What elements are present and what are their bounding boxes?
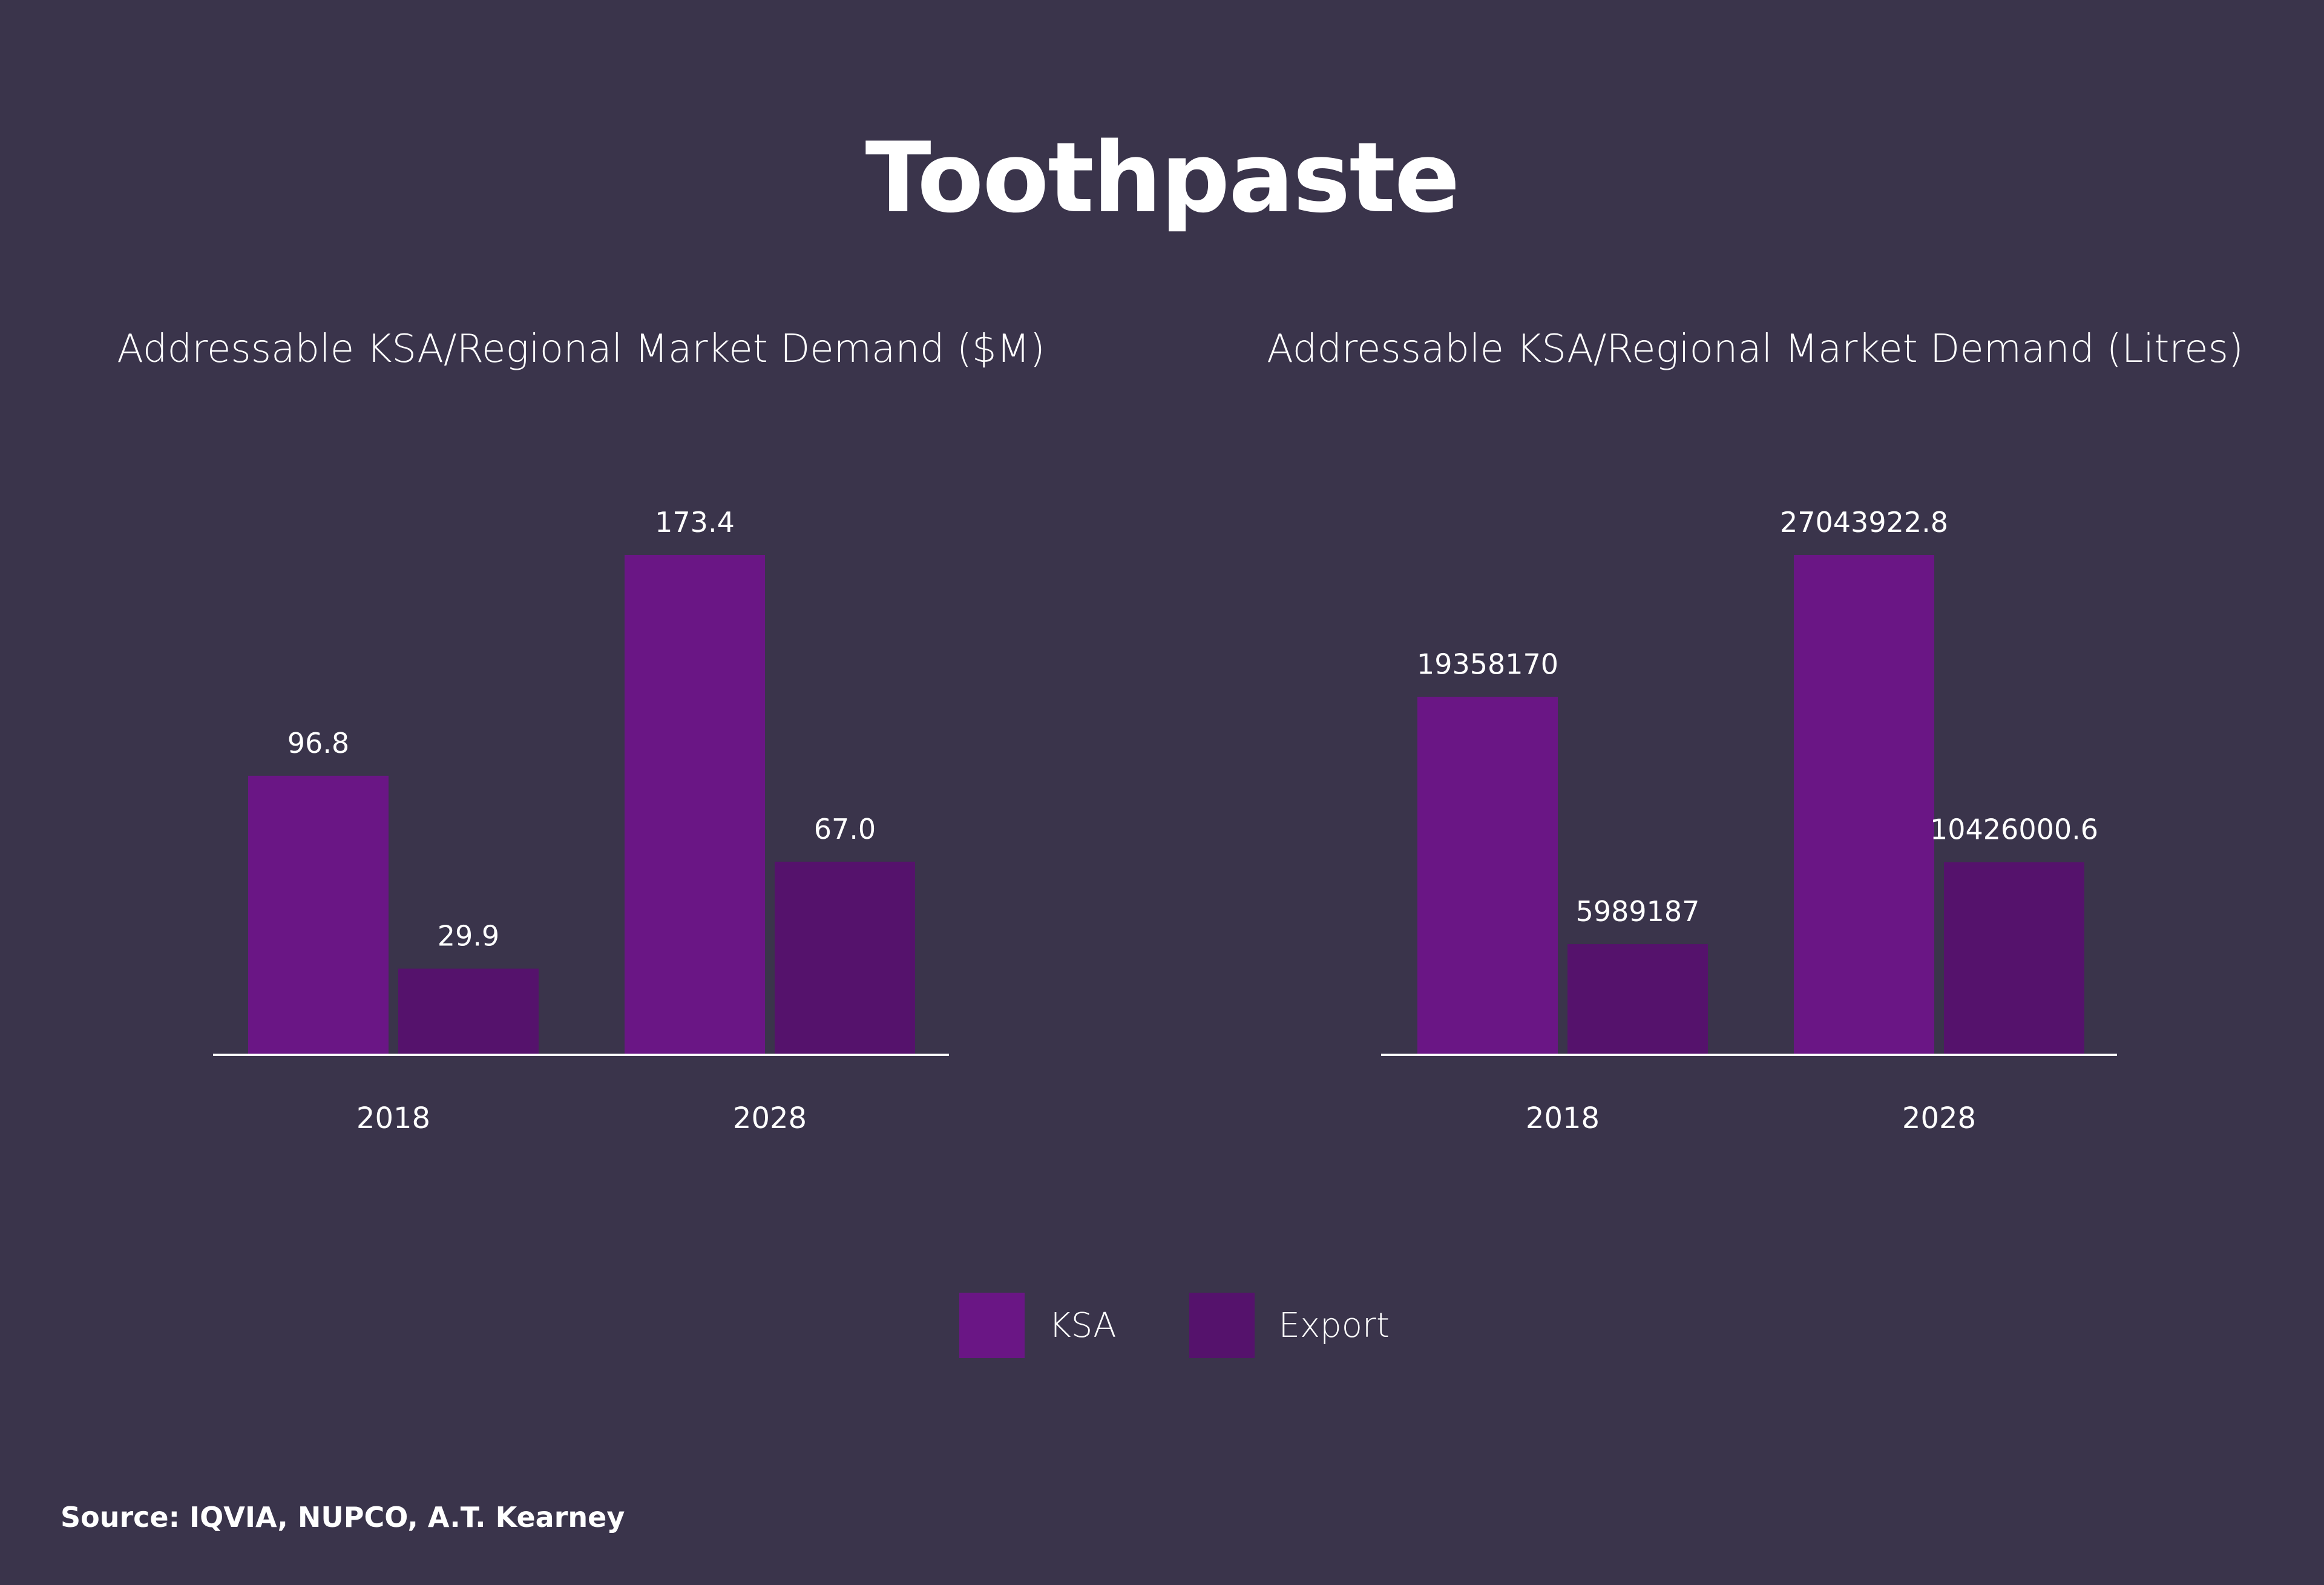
bar-litres-ksa-2018: [1417, 697, 1558, 1055]
bar-litres-export-2028: [1944, 862, 2084, 1055]
data-label-litres-ksa-2018: 19358170: [1417, 648, 1558, 681]
legend-label-ksa: KSA: [1049, 1305, 1117, 1345]
legend: KSA Export: [959, 1292, 1462, 1359]
bar-litres-export-2018: [1567, 944, 1708, 1055]
legend-item-export: Export: [1189, 1293, 1390, 1358]
bar-usd-export-2028: [775, 861, 915, 1055]
data-label-usd-export-2028: 67.0: [814, 813, 876, 845]
source-note: Source: IQVIA, NUPCO, A.T. Kearney: [61, 1501, 625, 1534]
legend-swatch-export: [1189, 1293, 1255, 1358]
data-label-litres-export-2028: 10426000.6: [1930, 813, 2098, 846]
x-tick-label-usd-2018: 2018: [356, 1101, 430, 1135]
x-tick-label-litres-2028: 2028: [1902, 1101, 1976, 1135]
x-tick-label-usd-2028: 2028: [733, 1101, 807, 1135]
x-tick-label-litres-2018: 2018: [1526, 1101, 1600, 1135]
bar-litres-ksa-2028: [1794, 555, 1934, 1055]
data-label-usd-ksa-2018: 96.8: [287, 727, 349, 760]
bar-usd-export-2018: [398, 968, 539, 1055]
data-label-litres-ksa-2028: 27043922.8: [1780, 506, 1948, 539]
legend-label-export: Export: [1278, 1305, 1390, 1345]
legend-item-ksa: KSA: [959, 1293, 1117, 1358]
chart-title-litres: Addressable KSA/Regional Market Demand (…: [1267, 327, 2244, 372]
chart-title-usd: Addressable KSA/Regional Market Demand (…: [117, 327, 1045, 372]
data-label-usd-ksa-2028: 173.4: [655, 506, 735, 539]
bar-usd-ksa-2028: [625, 555, 765, 1055]
bar-usd-ksa-2018: [248, 775, 389, 1055]
legend-swatch-ksa: [959, 1293, 1025, 1358]
data-label-usd-export-2018: 29.9: [438, 920, 499, 953]
data-label-litres-export-2018: 5989187: [1576, 895, 1700, 928]
page-title: Toothpaste: [865, 121, 1460, 234]
